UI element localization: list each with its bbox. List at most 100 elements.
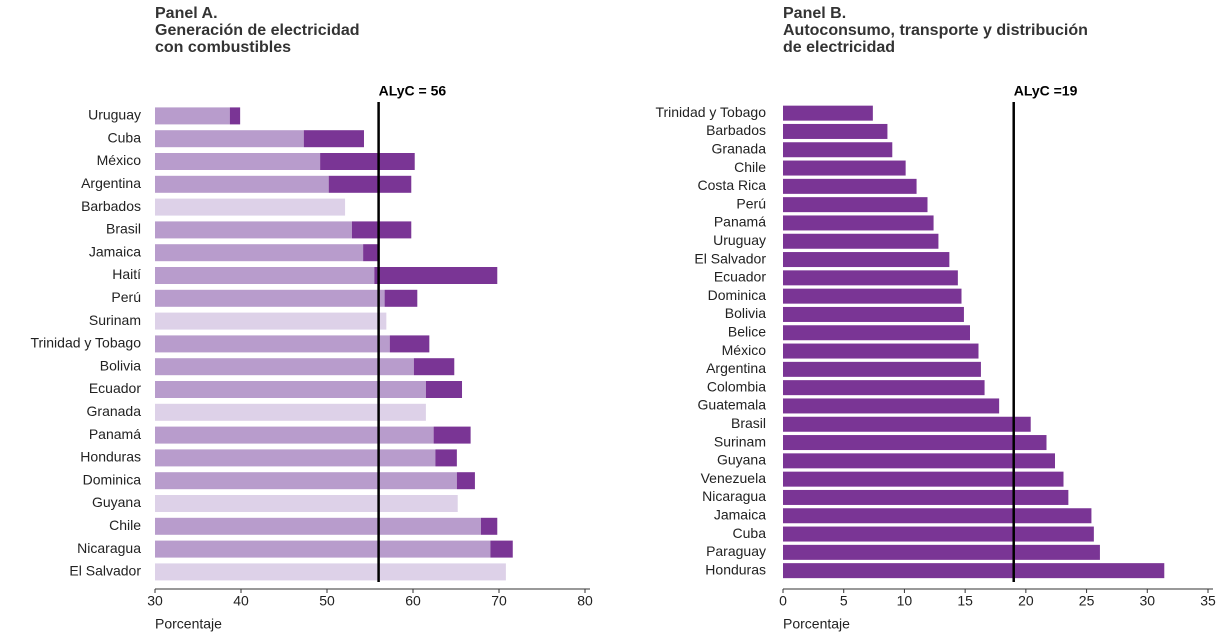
- y-tick-label: Haití: [112, 266, 141, 282]
- bar: [155, 130, 304, 148]
- y-tick-label: Argentina: [81, 175, 141, 191]
- bar: [155, 517, 481, 535]
- bar: [783, 288, 962, 304]
- bar: [155, 244, 364, 262]
- bar: [480, 517, 498, 535]
- x-tick-label: 20: [1018, 593, 1034, 609]
- y-tick-label: Colombia: [707, 378, 766, 394]
- bar: [425, 381, 463, 398]
- bar: [783, 508, 1092, 524]
- bar: [374, 267, 498, 284]
- bar: [783, 544, 1100, 560]
- y-tick-label: Granada: [712, 140, 767, 156]
- bar: [351, 221, 412, 239]
- x-tick-label: 0: [779, 593, 787, 609]
- bar: [155, 381, 426, 398]
- bar: [155, 175, 329, 193]
- bar: [490, 540, 513, 558]
- y-tick-label: Chile: [734, 159, 766, 175]
- x-tick-label: 30: [1139, 593, 1155, 609]
- y-tick-label: Brasil: [106, 221, 141, 237]
- bar: [783, 215, 934, 231]
- x-tick-label: 60: [405, 593, 421, 609]
- chart-title: Generación de electricidad: [155, 22, 360, 39]
- annotation: ALyC = 56: [379, 83, 447, 99]
- bar: [320, 153, 415, 170]
- bar: [783, 416, 1031, 432]
- y-tick-label: Bolivia: [100, 357, 141, 373]
- bar: [155, 495, 458, 512]
- bar: [229, 107, 241, 125]
- y-tick-label: El Salvador: [69, 563, 141, 579]
- bar: [413, 358, 455, 376]
- bar: [155, 289, 385, 307]
- y-tick-label: Guyana: [92, 494, 141, 510]
- y-tick-label: Panamá: [714, 214, 766, 230]
- x-tick-label: 5: [840, 593, 848, 609]
- bar: [155, 267, 375, 284]
- bar: [155, 472, 457, 490]
- y-tick-label: Trinidad y Tobago: [30, 335, 141, 351]
- bar: [155, 449, 436, 467]
- y-tick-label: Bolivia: [725, 305, 766, 321]
- x-tick-label: 40: [233, 593, 249, 609]
- y-tick-label: Surinam: [714, 433, 766, 449]
- y-tick-label: Nicaragua: [702, 488, 766, 504]
- y-tick-label: Surinam: [89, 312, 141, 328]
- chart-title: Panel A.: [155, 5, 218, 22]
- y-tick-label: Venezuela: [701, 470, 767, 486]
- bar: [783, 526, 1094, 542]
- x-axis-label: Porcentaje: [155, 616, 222, 632]
- bar: [783, 178, 917, 194]
- y-tick-label: México: [97, 152, 142, 168]
- x-axis-label: Porcentaje: [783, 616, 850, 632]
- y-tick-label: Brasil: [731, 415, 766, 431]
- bar: [328, 175, 412, 193]
- y-tick-label: Dominica: [708, 287, 767, 303]
- bar: [155, 153, 321, 170]
- bar: [389, 335, 430, 353]
- y-tick-label: Barbados: [706, 122, 766, 138]
- x-tick-label: 15: [957, 593, 973, 609]
- bar: [783, 123, 888, 139]
- y-tick-label: Argentina: [706, 360, 766, 376]
- x-tick-label: 10: [897, 593, 913, 609]
- y-tick-label: Granada: [87, 403, 142, 419]
- bar: [783, 453, 1055, 469]
- bar: [783, 142, 893, 158]
- bar: [783, 306, 964, 322]
- y-tick-label: México: [722, 342, 767, 358]
- annotation: ALyC =19: [1014, 83, 1078, 99]
- y-tick-label: Costa Rica: [698, 177, 767, 193]
- x-tick-label: 30: [147, 593, 163, 609]
- bar: [783, 270, 958, 286]
- bar: [783, 398, 1000, 414]
- y-tick-label: Ecuador: [89, 380, 141, 396]
- y-tick-label: Panamá: [89, 426, 141, 442]
- bar: [783, 489, 1069, 505]
- chart-title: Autoconsumo, transporte y distribución: [783, 22, 1088, 39]
- y-tick-label: El Salvador: [694, 250, 766, 266]
- y-tick-label: Perú: [111, 289, 141, 305]
- y-tick-label: Honduras: [80, 449, 141, 465]
- y-tick-label: Uruguay: [88, 107, 141, 123]
- y-tick-label: Ecuador: [714, 269, 766, 285]
- chart-title: con combustibles: [155, 39, 291, 56]
- bar: [783, 361, 981, 377]
- bar: [155, 540, 491, 558]
- x-tick-label: 80: [577, 593, 593, 609]
- y-tick-label: Perú: [736, 195, 766, 211]
- bar: [783, 233, 939, 249]
- bar: [155, 312, 387, 330]
- bar: [363, 244, 379, 262]
- y-tick-label: Paraguay: [706, 543, 766, 559]
- bar: [783, 380, 985, 396]
- y-tick-label: Barbados: [81, 198, 141, 214]
- y-tick-label: Chile: [109, 517, 141, 533]
- y-tick-label: Jamaica: [714, 506, 766, 522]
- x-tick-label: 25: [1079, 593, 1095, 609]
- y-tick-label: Guatemala: [698, 397, 767, 413]
- bar: [155, 426, 434, 444]
- bar: [433, 426, 471, 444]
